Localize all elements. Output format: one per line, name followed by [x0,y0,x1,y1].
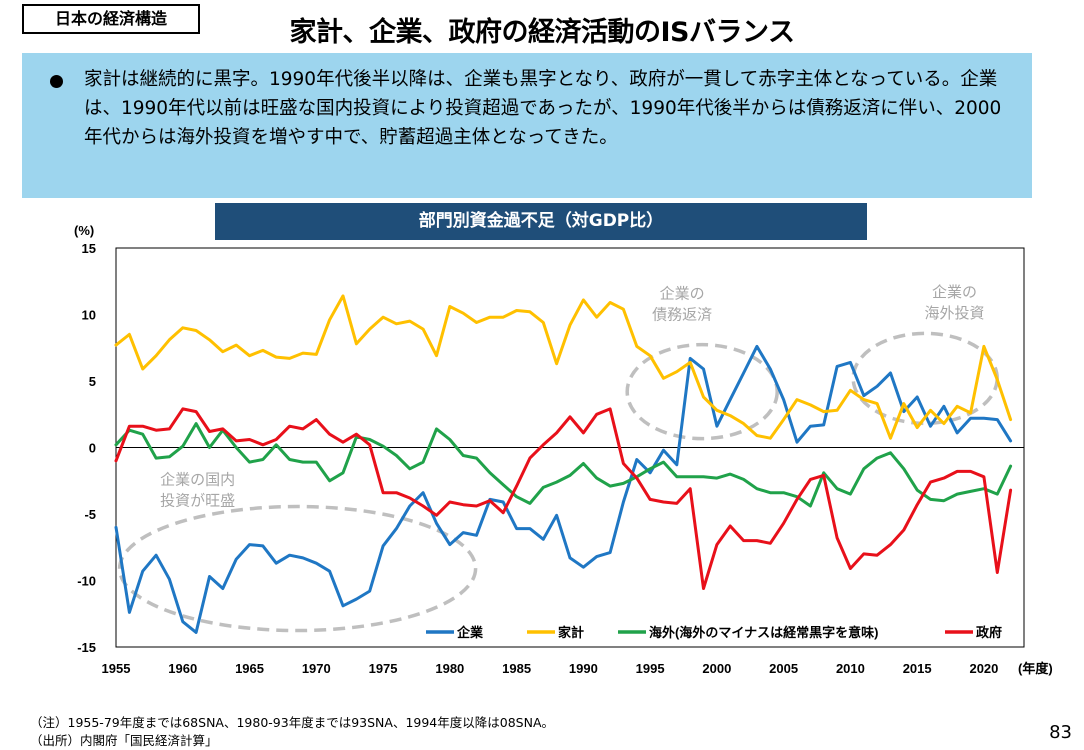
summary-text: 家計は継続的に黒字。1990年代後半以降は、企業も黒字となり、政府が一貫して赤字… [84,69,1002,148]
x-tick-label: 2020 [969,661,998,676]
annotation-ellipse-3 [851,331,999,426]
series-line-2 [114,294,1013,440]
page-number: 83 [1049,722,1072,743]
x-tick-label: 1985 [502,661,531,676]
y-tick-label: 10 [82,308,96,323]
x-tick-label: 1975 [369,661,398,676]
source-note: （出所）内閣府「国民経済計算」 [30,733,218,748]
y-tick-label: -15 [77,640,96,655]
annotation-label-3: 企業の海外投資 [925,283,985,322]
annotation-label-1: 企業の国内投資が旺盛 [160,471,235,510]
y-tick-label: 15 [82,241,96,256]
x-tick-label: 1960 [168,661,197,676]
x-tick-label: 2015 [903,661,932,676]
legend-label-3: 海外(海外のマイナスは経常黒字を意味) [649,625,878,640]
y-axis-label: (%) [74,223,94,238]
annotation-label-2: 企業の債務返済 [652,285,712,324]
legend-label-2: 家計 [558,625,584,640]
x-tick-label: 2005 [769,661,798,676]
y-tick-label: 0 [89,441,96,456]
legend-label-1: 企業 [456,625,484,640]
bullet-icon [50,75,63,88]
x-tick-label: 1980 [435,661,464,676]
annotation-ellipse-1 [117,504,478,633]
x-axis-label: (年度) [1018,661,1053,676]
footnote: （注）1955-79年度までは68SNA、1980-93年度までは93SNA、1… [30,715,554,730]
x-tick-label: 1970 [302,661,331,676]
legend-label-4: 政府 [976,625,1002,640]
summary-box: 家計は継続的に黒字。1990年代後半以降は、企業も黒字となり、政府が一貫して赤字… [22,53,1032,198]
x-tick-label: 1990 [569,661,598,676]
annotation-ellipse-2 [625,342,779,441]
chart-title: 部門別資金過不足（対GDP比） [215,203,867,240]
section-tag: 日本の経済構造 [22,4,200,34]
series-line-3 [114,422,1013,508]
y-tick-label: 5 [89,374,96,389]
series-line-1 [114,344,1013,634]
x-tick-label: 1955 [102,661,131,676]
page-title: 家計、企業、政府の経済活動のISバランス [289,17,795,48]
y-tick-label: -10 [77,574,96,589]
series-line-4 [114,407,1013,590]
y-tick-label: -5 [84,507,96,522]
x-tick-label: 2000 [702,661,731,676]
x-tick-label: 1965 [235,661,264,676]
x-tick-label: 1995 [636,661,665,676]
x-tick-label: 2010 [836,661,865,676]
